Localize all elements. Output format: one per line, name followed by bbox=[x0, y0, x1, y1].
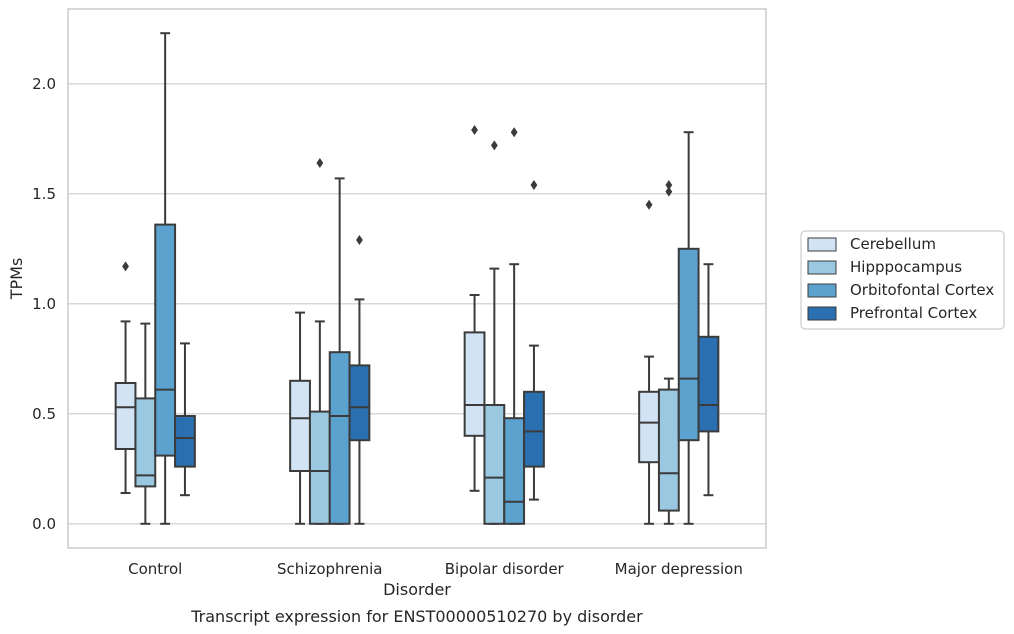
box bbox=[697, 263, 720, 497]
box-iqr bbox=[697, 335, 720, 433]
outlier-point bbox=[316, 158, 324, 168]
y-axis-label: TPMs bbox=[7, 258, 26, 301]
box-iqr bbox=[463, 331, 486, 437]
x-axis-label: Disorder bbox=[383, 580, 451, 599]
outlier-point bbox=[471, 125, 478, 135]
y-tick-label: 1.5 bbox=[32, 185, 56, 203]
legend-frame bbox=[800, 230, 1005, 330]
box-iqr bbox=[638, 390, 660, 464]
y-tick-labels: 0.0 0.5 1.0 1.5 2.0 bbox=[32, 75, 56, 533]
box bbox=[348, 235, 371, 525]
box bbox=[328, 177, 351, 525]
box-iqr bbox=[114, 382, 137, 450]
legend-swatch bbox=[807, 237, 837, 252]
legend-swatch bbox=[807, 283, 837, 298]
legend-swatch bbox=[807, 260, 837, 275]
y-tick-label: 2.0 bbox=[32, 75, 56, 93]
x-tick-label: Bipolar disorder bbox=[445, 560, 565, 578]
y-tick-label: 0.5 bbox=[32, 405, 56, 423]
x-tick-label: Major depression bbox=[615, 560, 743, 578]
outlier-point bbox=[665, 180, 673, 190]
box bbox=[114, 261, 137, 494]
box-iqr bbox=[348, 364, 371, 442]
box bbox=[503, 127, 526, 525]
legend: Cerebellum Hipppocampus Orbitofontal Corte… bbox=[800, 230, 1005, 330]
box bbox=[657, 180, 680, 525]
box-iqr bbox=[503, 417, 526, 525]
x-tick-labels: Control Schizophrenia Bipolar disorder Majo… bbox=[128, 560, 743, 578]
box bbox=[308, 158, 331, 525]
box bbox=[289, 311, 311, 525]
box bbox=[638, 199, 660, 525]
box bbox=[523, 180, 545, 501]
outlier-point bbox=[490, 140, 498, 151]
box bbox=[174, 342, 196, 497]
box bbox=[483, 140, 506, 525]
box-iqr bbox=[289, 379, 311, 472]
x-tick-label: Control bbox=[128, 560, 182, 578]
box bbox=[677, 131, 700, 525]
legend-label: Orbitofontal Cortex bbox=[850, 281, 994, 299]
chart-caption: Transcript expression for ENST0000051027… bbox=[190, 607, 643, 626]
legend-swatch bbox=[807, 306, 837, 321]
box bbox=[134, 322, 157, 525]
y-tick-label: 1.0 bbox=[32, 295, 56, 313]
outlier-point bbox=[665, 186, 673, 197]
outlier-point bbox=[645, 199, 653, 210]
outlier-point bbox=[510, 127, 518, 138]
box-iqr bbox=[523, 390, 545, 468]
box bbox=[463, 125, 486, 492]
plot-area-frame bbox=[67, 8, 767, 549]
box-iqr bbox=[328, 351, 351, 525]
x-tick-label: Schizophrenia bbox=[277, 560, 382, 578]
box-iqr bbox=[657, 388, 680, 512]
box bbox=[154, 32, 177, 525]
outlier-point bbox=[530, 180, 538, 190]
box-iqr bbox=[174, 415, 196, 468]
outlier-point bbox=[122, 261, 129, 272]
y-tick-label: 0.0 bbox=[32, 515, 56, 533]
box-iqr bbox=[677, 247, 700, 442]
box-iqr bbox=[154, 223, 177, 457]
box-iqr bbox=[134, 397, 157, 488]
outlier-point bbox=[356, 235, 363, 245]
box-iqr bbox=[308, 410, 331, 525]
box-iqr bbox=[483, 404, 506, 525]
legend-label: Hipppocampus bbox=[850, 258, 962, 276]
legend-label: Prefrontal Cortex bbox=[850, 304, 977, 322]
box-groups bbox=[114, 32, 720, 525]
legend-label: Cerebellum bbox=[850, 235, 936, 253]
